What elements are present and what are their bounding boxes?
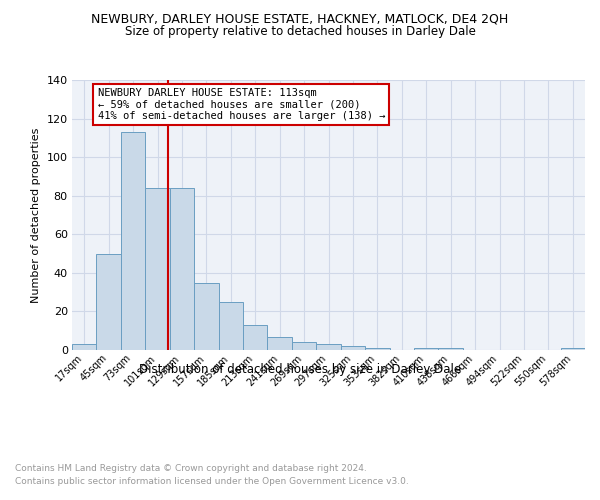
Bar	[316, 344, 341, 350]
Bar	[218, 302, 243, 350]
Bar	[439, 348, 463, 350]
Y-axis label: Number of detached properties: Number of detached properties	[31, 128, 41, 302]
Text: Contains public sector information licensed under the Open Government Licence v3: Contains public sector information licen…	[15, 478, 409, 486]
Bar	[243, 325, 268, 350]
Bar	[292, 342, 316, 350]
Bar	[414, 348, 439, 350]
Bar	[194, 282, 218, 350]
Bar	[97, 254, 121, 350]
Bar	[72, 344, 97, 350]
Bar	[121, 132, 145, 350]
Text: Size of property relative to detached houses in Darley Dale: Size of property relative to detached ho…	[125, 25, 475, 38]
Text: Distribution of detached houses by size in Darley Dale: Distribution of detached houses by size …	[139, 362, 461, 376]
Text: Contains HM Land Registry data © Crown copyright and database right 2024.: Contains HM Land Registry data © Crown c…	[15, 464, 367, 473]
Bar	[145, 188, 170, 350]
Text: NEWBURY DARLEY HOUSE ESTATE: 113sqm
← 59% of detached houses are smaller (200)
4: NEWBURY DARLEY HOUSE ESTATE: 113sqm ← 59…	[98, 88, 385, 121]
Text: NEWBURY, DARLEY HOUSE ESTATE, HACKNEY, MATLOCK, DE4 2QH: NEWBURY, DARLEY HOUSE ESTATE, HACKNEY, M…	[91, 12, 509, 26]
Bar	[365, 348, 389, 350]
Bar	[268, 336, 292, 350]
Bar	[341, 346, 365, 350]
Bar	[170, 188, 194, 350]
Bar	[560, 348, 585, 350]
